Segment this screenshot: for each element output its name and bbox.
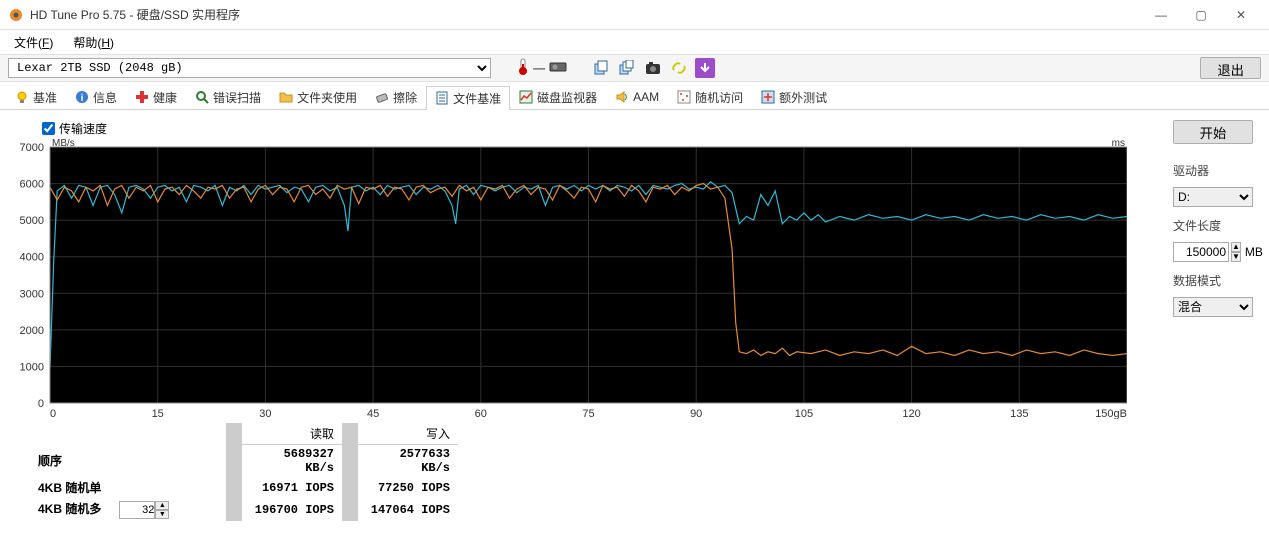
copy-icon[interactable] [591,58,611,78]
tab-label: 额外测试 [779,89,827,106]
result-row: 顺序5689327 KB/s2577633 KB/s [30,445,458,478]
svg-text:0: 0 [38,398,44,410]
exit-button[interactable]: 退出 [1200,57,1261,79]
plus-icon [135,90,149,104]
screenshot-icon[interactable] [643,58,663,78]
result-row: 4KB 随机多▲▼196700 IOPS147064 IOPS [30,498,458,521]
start-button[interactable]: 开始 [1173,120,1253,144]
random-icon [677,90,691,104]
drive-letter-select[interactable]: D: [1173,187,1253,207]
svg-text:135: 135 [1010,408,1028,419]
doc-icon [435,91,449,105]
svg-text:2000: 2000 [20,325,44,337]
tab-label: 信息 [93,89,117,106]
data-pattern-label: 数据模式 [1173,272,1257,289]
queue-depth-input[interactable] [119,501,155,519]
app-icon [8,7,24,23]
tab-label: 文件基准 [453,90,501,107]
tab-label: 基准 [33,89,57,106]
svg-text:120: 120 [902,408,920,419]
tab-bar: 基准 i 信息 健康 错误扫描 文件夹使用 擦除 文件基准 磁盘监视器 AAM 随机访问 额外测试 [0,82,1269,110]
queue-depth-spinner[interactable]: ▲▼ [155,501,169,519]
svg-text:5000: 5000 [20,215,44,227]
data-pattern-select[interactable]: 混合 [1173,297,1253,317]
legend-checkbox[interactable] [42,122,55,135]
title-bar: HD Tune Pro 5.75 - 硬盘/SSD 实用程序 — ▢ ✕ [0,0,1269,30]
tab-speaker[interactable]: AAM [606,85,668,109]
svg-text:15: 15 [152,408,164,419]
col-write: 写入 [358,423,458,445]
thermometer-icon [517,58,529,79]
side-panel: 开始 驱动器 D: 文件长度 ▲▼ MB 数据模式 混合 [1169,110,1269,537]
tab-chart[interactable]: 磁盘监视器 [510,85,606,109]
bulb-icon [15,90,29,104]
tab-plus[interactable]: 健康 [126,85,186,109]
tab-label: 错误扫描 [213,89,261,106]
svg-text:3000: 3000 [20,288,44,300]
svg-text:4000: 4000 [20,252,44,264]
tab-info[interactable]: i 信息 [66,85,126,109]
menu-bar: 文件(F) 帮助(H) [0,30,1269,54]
file-length-spinner[interactable]: ▲▼ [1231,242,1241,262]
tab-doc[interactable]: 文件基准 [426,86,510,110]
file-length-unit: MB [1245,245,1263,259]
file-length-label: 文件长度 [1173,217,1257,234]
file-length-input[interactable] [1173,242,1229,262]
close-button[interactable]: ✕ [1221,1,1261,29]
svg-text:60: 60 [475,408,487,419]
folder-icon [279,90,293,104]
svg-text:105: 105 [795,408,813,419]
tab-folder[interactable]: 文件夹使用 [270,85,366,109]
svg-text:45: 45 [367,408,379,419]
legend-label: 传输速度 [59,120,107,137]
info-icon: i [75,90,89,104]
chart-icon [519,90,533,104]
copy-all-icon[interactable] [617,58,637,78]
eraser-icon [375,90,389,104]
results-table: 读取写入顺序5689327 KB/s2577633 KB/s4KB 随机单169… [30,423,1157,521]
legend-transfer-rate: 传输速度 [42,120,1157,137]
temperature-display: — [517,58,567,79]
tab-label: 磁盘监视器 [537,89,597,106]
save-icon[interactable] [695,58,715,78]
svg-text:7000: 7000 [20,142,44,154]
svg-text:90: 90 [690,408,702,419]
svg-text:1000: 1000 [20,361,44,373]
window-title: HD Tune Pro 5.75 - 硬盘/SSD 实用程序 [30,6,1141,23]
link-icon[interactable] [669,58,689,78]
tab-label: AAM [633,90,659,104]
disk-icon [549,60,567,77]
svg-text:6000: 6000 [20,179,44,191]
menu-file[interactable]: 文件(F) [4,32,63,53]
benchmark-chart: 0100020003000400050006000700005101520253… [12,139,1157,419]
drive-label: 驱动器 [1173,162,1257,179]
maximize-button[interactable]: ▢ [1181,1,1221,29]
search-icon [195,90,209,104]
speaker-icon [615,90,629,104]
menu-help[interactable]: 帮助(H) [63,32,124,53]
tab-search[interactable]: 错误扫描 [186,85,270,109]
svg-text:30: 30 [259,408,271,419]
tab-label: 健康 [153,89,177,106]
svg-text:150gB: 150gB [1095,408,1127,419]
tab-label: 文件夹使用 [297,89,357,106]
tab-label: 随机访问 [695,89,743,106]
col-read: 读取 [242,423,342,445]
result-row: 4KB 随机单16971 IOPS77250 IOPS [30,477,458,498]
drive-select[interactable]: Lexar 2TB SSD (2048 gB) [8,58,491,78]
tab-bulb[interactable]: 基准 [6,85,66,109]
tab-extra[interactable]: 额外测试 [752,85,836,109]
tab-random[interactable]: 随机访问 [668,85,752,109]
extra-icon [761,90,775,104]
svg-text:0: 0 [50,408,56,419]
tab-label: 擦除 [393,89,417,106]
svg-text:75: 75 [582,408,594,419]
minimize-button[interactable]: — [1141,1,1181,29]
svg-text:i: i [81,93,84,104]
tab-eraser[interactable]: 擦除 [366,85,426,109]
toolbar: Lexar 2TB SSD (2048 gB) — 退出 [0,54,1269,82]
